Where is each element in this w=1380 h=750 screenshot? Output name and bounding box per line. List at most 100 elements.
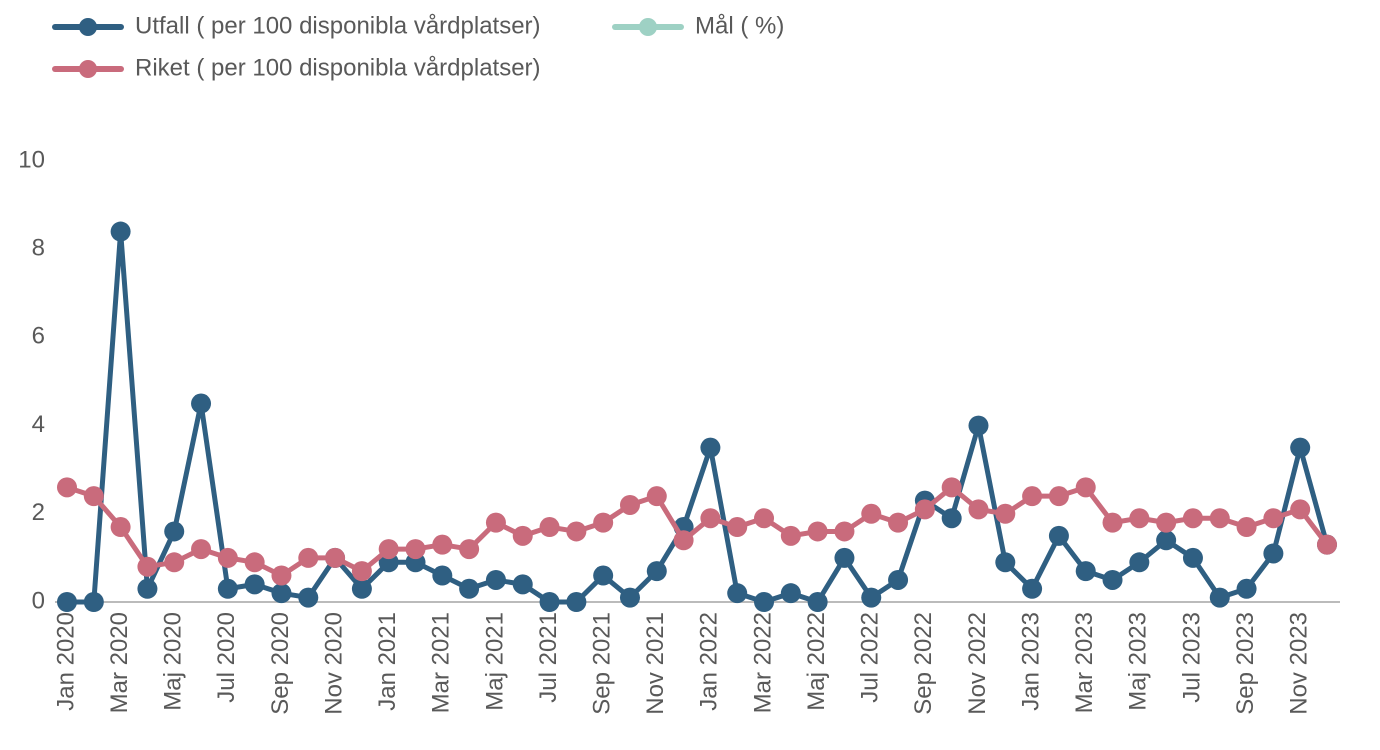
data-point — [888, 569, 909, 590]
data-point — [485, 569, 506, 590]
y-tick-label: 10 — [18, 146, 45, 173]
data-point — [619, 494, 640, 515]
data-point — [271, 565, 292, 586]
legend-marker — [79, 18, 97, 36]
data-point — [593, 512, 614, 533]
data-point — [459, 539, 480, 560]
data-point — [673, 530, 694, 551]
data-point — [351, 578, 372, 599]
data-point — [646, 561, 667, 582]
data-point — [593, 565, 614, 586]
x-tick-label: Jul 2021 — [535, 612, 562, 703]
data-point — [914, 499, 935, 520]
x-tick-label: Maj 2020 — [160, 612, 187, 711]
data-point — [1236, 578, 1257, 599]
data-point — [754, 592, 775, 612]
x-tick-label: Mar 2020 — [106, 612, 133, 713]
data-point — [727, 517, 748, 538]
data-point — [1156, 512, 1177, 533]
x-tick-label: Sep 2022 — [910, 612, 937, 715]
y-tick-label: 6 — [32, 323, 45, 350]
series-line — [67, 229, 1330, 605]
data-point — [780, 583, 801, 604]
data-point — [57, 477, 77, 498]
data-point — [512, 525, 533, 546]
data-point — [1290, 499, 1311, 520]
data-point — [1075, 477, 1096, 498]
x-tick-label: Jul 2022 — [857, 612, 884, 703]
x-tick-label: Maj 2022 — [803, 612, 830, 711]
x-tick-label: Jan 2022 — [696, 612, 723, 711]
data-point — [1317, 534, 1337, 555]
data-point — [298, 547, 319, 568]
x-tick-label: Jan 2020 — [52, 612, 79, 711]
data-point — [539, 592, 560, 612]
data-point — [217, 547, 238, 568]
x-tick-label: Sep 2023 — [1232, 612, 1259, 715]
x-tick-label: Nov 2021 — [642, 612, 669, 715]
data-point — [271, 583, 292, 604]
x-tick-label: Mar 2022 — [749, 612, 776, 713]
data-point — [807, 521, 828, 542]
data-point — [566, 592, 587, 612]
data-point — [405, 539, 426, 560]
data-point — [861, 503, 882, 524]
data-point — [1156, 530, 1177, 551]
legend-marker — [639, 18, 657, 36]
data-point — [1209, 587, 1230, 608]
data-point — [968, 499, 989, 520]
data-point — [83, 592, 104, 612]
data-point — [1263, 508, 1284, 529]
data-point — [164, 552, 185, 573]
data-point — [566, 521, 587, 542]
data-point — [1290, 437, 1311, 458]
data-point — [1022, 486, 1043, 507]
data-point — [325, 547, 346, 568]
data-point — [1102, 569, 1123, 590]
data-point — [780, 525, 801, 546]
data-point — [110, 517, 131, 538]
data-point — [485, 512, 506, 533]
data-point — [1075, 561, 1096, 582]
data-point — [1022, 578, 1043, 599]
data-point — [1102, 512, 1123, 533]
data-point — [700, 437, 721, 458]
data-point — [619, 587, 640, 608]
data-point — [968, 415, 989, 436]
data-point — [888, 512, 909, 533]
data-point — [432, 565, 453, 586]
data-point — [646, 486, 667, 507]
data-point — [1129, 552, 1150, 573]
data-point — [1182, 547, 1203, 568]
data-point — [995, 552, 1016, 573]
data-point — [137, 556, 158, 577]
y-tick-label: 0 — [32, 587, 45, 614]
data-point — [83, 486, 104, 507]
x-tick-label: Nov 2023 — [1286, 612, 1313, 715]
data-point — [700, 508, 721, 529]
x-tick-label: Mar 2021 — [428, 612, 455, 713]
data-point — [191, 539, 212, 560]
data-point — [941, 508, 962, 529]
data-point — [244, 574, 265, 595]
x-tick-label: Sep 2021 — [589, 612, 616, 715]
data-point — [1048, 486, 1069, 507]
data-point — [1263, 543, 1284, 564]
data-point — [244, 552, 265, 573]
data-point — [539, 517, 560, 538]
data-point — [110, 221, 131, 242]
legend-marker — [79, 60, 97, 78]
data-point — [164, 521, 185, 542]
y-tick-label: 2 — [32, 499, 45, 526]
data-point — [754, 508, 775, 529]
x-tick-label: Nov 2022 — [964, 612, 991, 715]
x-tick-label: Jul 2023 — [1178, 612, 1205, 703]
x-tick-label: Sep 2020 — [267, 612, 294, 715]
data-point — [1048, 525, 1069, 546]
data-point — [861, 587, 882, 608]
x-tick-label: Mar 2023 — [1071, 612, 1098, 713]
data-point — [459, 578, 480, 599]
data-point — [941, 477, 962, 498]
legend-label: Riket ( per 100 disponibla vårdplatser) — [135, 54, 541, 81]
